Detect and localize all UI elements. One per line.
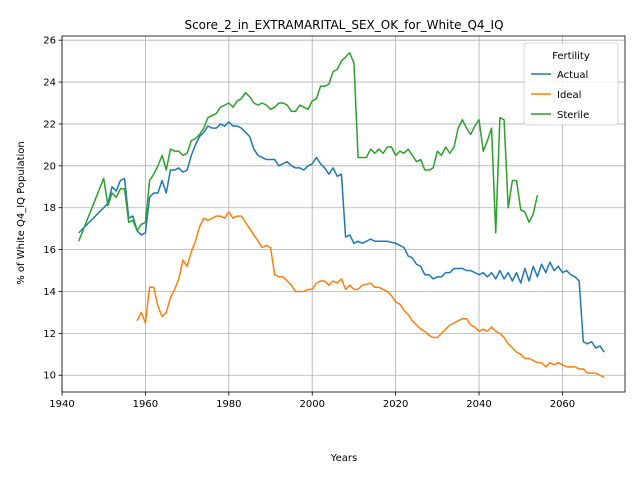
legend-label-ideal: Ideal — [557, 90, 581, 101]
y-tick-label: 10 — [43, 371, 56, 382]
plot-frame — [61, 35, 626, 393]
y-axis: 10 12 14 16 18 20 22 24 26 — [43, 36, 62, 382]
y-tick-label: 14 — [43, 287, 56, 298]
grid — [61, 36, 625, 392]
x-axis-label: Years — [330, 453, 357, 464]
y-tick-label: 26 — [43, 36, 56, 47]
y-tick-label: 12 — [43, 329, 56, 340]
y-tick-label: 16 — [43, 245, 56, 256]
legend-label-sterile: Sterile — [557, 110, 589, 121]
y-axis-label: % of White Q4_IQ Population — [16, 141, 27, 285]
series-line-actual — [78, 121, 605, 353]
chart-title: Score_2_in_EXTRAMARITAL_SEX_OK_for_White… — [184, 18, 503, 32]
legend: Fertility Actual Ideal Sterile — [523, 42, 619, 126]
x-tick-label: 1940 — [49, 399, 74, 410]
y-tick-label: 20 — [43, 161, 56, 172]
x-tick-label: 2020 — [383, 399, 408, 410]
legend-box — [523, 42, 619, 126]
legend-title: Fertility — [552, 51, 590, 62]
x-tick-label: 2060 — [550, 399, 575, 410]
series-layer — [77, 52, 605, 379]
y-tick-label: 18 — [43, 203, 56, 214]
legend-label-actual: Actual — [557, 70, 588, 81]
x-tick-label: 1960 — [133, 399, 158, 410]
y-tick-label: 22 — [43, 119, 56, 130]
y-tick-label: 24 — [43, 78, 56, 89]
x-tick-label: 1980 — [216, 399, 241, 410]
x-axis: 1940 1960 1980 2000 2020 2040 2060 — [49, 392, 575, 410]
series-line-sterile — [77, 52, 539, 242]
x-tick-label: 2040 — [466, 399, 491, 410]
x-tick-label: 2000 — [299, 399, 324, 410]
series-line-ideal — [136, 211, 605, 379]
